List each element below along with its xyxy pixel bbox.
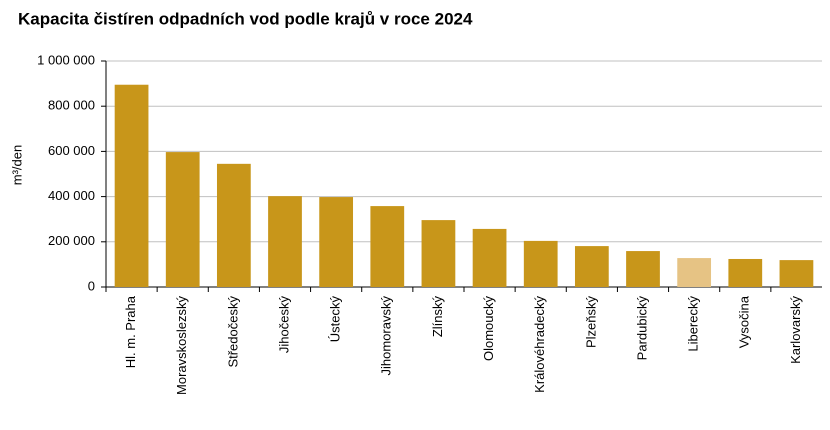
bar	[114, 84, 149, 287]
x-tick-label: Středočeský	[225, 296, 240, 368]
bar	[319, 197, 354, 287]
chart-title: Kapacita čistíren odpadních vod podle kr…	[18, 9, 473, 28]
x-tick-label: Královéhradecký	[532, 296, 547, 393]
x-tick-label: Karlovarský	[788, 296, 803, 364]
bar	[216, 163, 251, 287]
x-tick-label: Vysočina	[737, 295, 752, 348]
bar	[626, 251, 660, 287]
bar	[574, 246, 609, 287]
x-tick-label: Pardubický	[634, 296, 649, 361]
bar	[779, 260, 814, 287]
y-tick-label: 600 000	[48, 143, 95, 158]
bar	[165, 152, 200, 287]
bar	[268, 196, 302, 287]
bar	[728, 258, 763, 287]
x-tick-label: Plzeňský	[583, 296, 598, 349]
y-tick-label: 400 000	[48, 188, 95, 203]
bar	[370, 206, 405, 287]
x-tick-label: Liberecký	[686, 296, 701, 352]
x-tick-label: Hl. m. Praha	[123, 295, 138, 368]
bar	[421, 220, 456, 287]
x-tick-label: Olomoucký	[481, 296, 496, 362]
x-tick-label: Jihomoravský	[379, 296, 394, 376]
bar	[677, 258, 712, 287]
y-tick-label: 1 000 000	[37, 52, 95, 67]
x-tick-label: Zlínský	[430, 296, 445, 338]
y-tick-label: 0	[88, 278, 95, 293]
bar	[472, 228, 507, 287]
x-tick-label: Moravskoslezský	[174, 296, 189, 395]
y-axis-label: m³/den	[9, 145, 24, 185]
y-tick-label: 800 000	[48, 98, 95, 113]
y-tick-label: 200 000	[48, 233, 95, 248]
x-tick-label: Jihočeský	[276, 296, 291, 354]
bar	[523, 240, 558, 287]
x-tick-label: Ústecký	[328, 296, 343, 343]
